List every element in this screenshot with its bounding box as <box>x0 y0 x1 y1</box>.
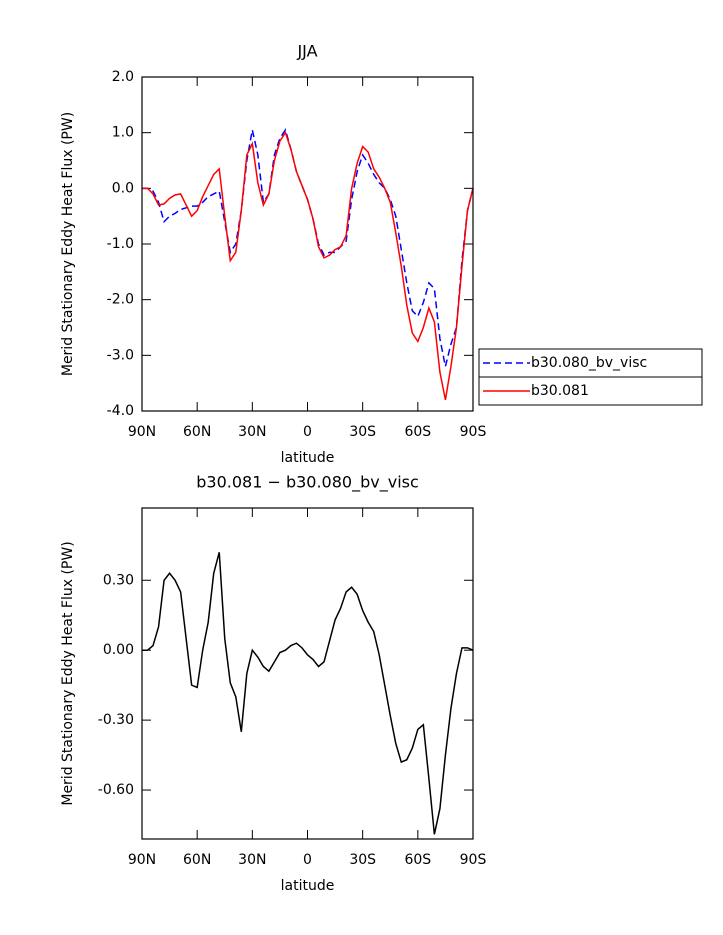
data-line <box>142 552 474 835</box>
x-tick-label: 90N <box>128 852 156 868</box>
x-tick-label: 90S <box>460 424 487 440</box>
plot-frame <box>141 76 474 412</box>
y-tick-label: -0.60 <box>98 782 134 798</box>
plot: b30.081 − b30.080_bv_visc latitude Merid S… <box>60 473 486 895</box>
y-tick-label: -1.0 <box>107 236 134 252</box>
x-tick-label: 60S <box>404 424 431 440</box>
y-tick-label: 0.30 <box>103 572 134 588</box>
y-tick-label: -4.0 <box>107 403 134 419</box>
y-tick-label: 2.0 <box>112 69 134 85</box>
x-tick-label: 0 <box>303 852 312 868</box>
y-axis-label: Merid Stationary Eddy Heat Flux (PW) <box>60 112 76 376</box>
legend-label: b30.081 <box>531 383 589 399</box>
chart-title: JJA <box>296 42 317 61</box>
y-tick-label: 0.0 <box>112 180 134 196</box>
data-line <box>142 130 474 401</box>
x-axis-label: latitude <box>281 450 335 466</box>
x-tick-label: 0 <box>303 424 312 440</box>
x-tick-label: 90N <box>128 424 156 440</box>
y-tick-label: -0.30 <box>98 712 134 728</box>
data-line <box>142 128 474 367</box>
x-tick-label: 60N <box>183 852 211 868</box>
x-axis-label: latitude <box>281 878 335 894</box>
x-tick-label: 30S <box>349 424 376 440</box>
chart-title: b30.081 − b30.080_bv_visc <box>196 473 419 493</box>
x-tick-label: 30S <box>349 852 376 868</box>
x-tick-label: 60N <box>183 424 211 440</box>
x-tick-label: 60S <box>404 852 431 868</box>
x-tick-label: 90S <box>460 852 487 868</box>
plot: JJA latitude Merid Stationary Eddy Heat Fl… <box>60 42 703 466</box>
y-tick-label: -3.0 <box>107 347 134 363</box>
y-tick-label: 1.0 <box>112 125 134 141</box>
y-tick-label: 0.00 <box>103 642 134 658</box>
x-tick-label: 30N <box>238 852 266 868</box>
y-tick-label: -2.0 <box>107 292 134 308</box>
legend-label: b30.080_bv_visc <box>531 355 647 371</box>
x-tick-label: 30N <box>238 424 266 440</box>
plot-frame <box>141 507 474 840</box>
y-axis-label: Merid Stationary Eddy Heat Flux (PW) <box>60 541 76 805</box>
